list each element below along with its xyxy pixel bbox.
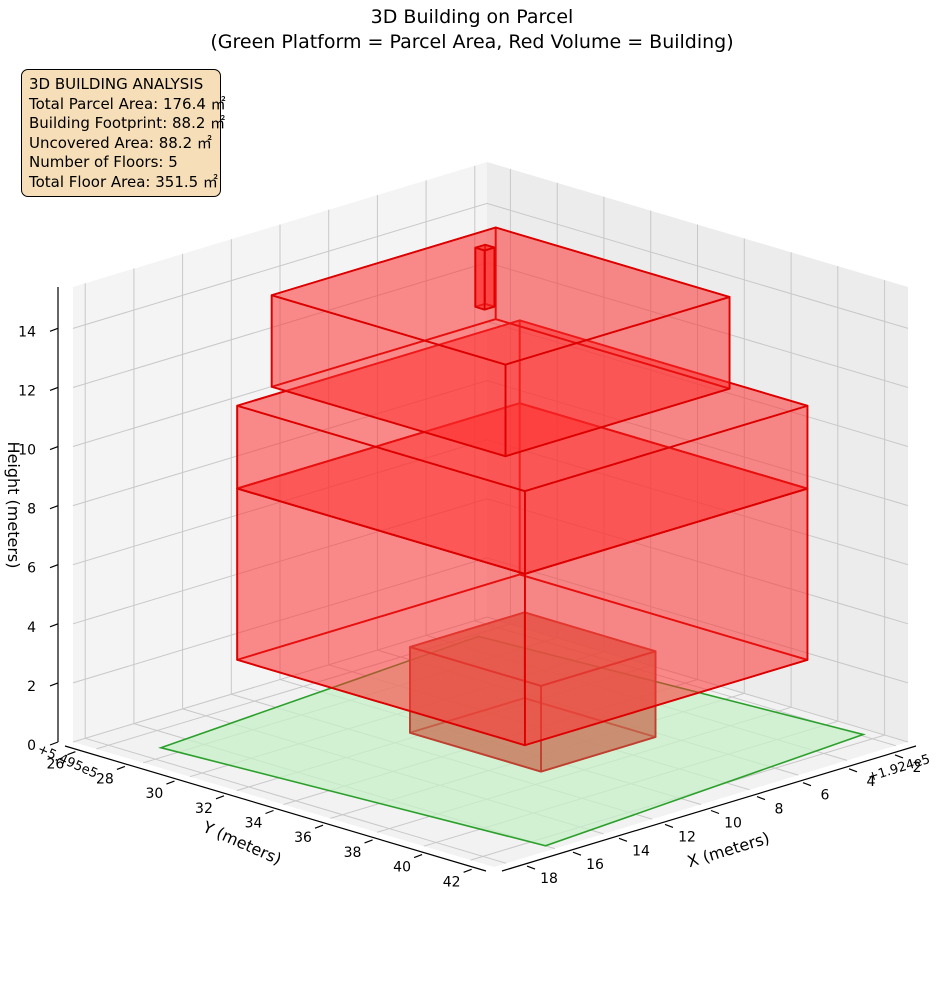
y-axis-line bbox=[64, 745, 487, 872]
x-tick-label: 14 bbox=[632, 843, 650, 859]
z-tick bbox=[49, 505, 59, 510]
y-tick bbox=[314, 824, 324, 829]
x-tick-label: 10 bbox=[724, 816, 742, 832]
info-line-uncovered: Uncovered Area: 88.2 ㎡ bbox=[29, 133, 212, 152]
grid-line-z bbox=[72, 380, 909, 507]
y-tick-label: 40 bbox=[393, 860, 411, 876]
y-tick bbox=[463, 868, 472, 873]
middle-floor-volume bbox=[236, 319, 809, 575]
y-tick-label: 32 bbox=[195, 801, 213, 817]
y-tick-label: 34 bbox=[245, 816, 263, 832]
z-tick bbox=[49, 445, 59, 451]
z-tick bbox=[49, 327, 59, 332]
z-tick bbox=[49, 741, 59, 746]
ground-floor-volume-face bbox=[409, 611, 657, 687]
z-tick bbox=[49, 386, 59, 392]
x-tick-label: 8 bbox=[775, 802, 784, 818]
x-tick-label: 16 bbox=[586, 857, 604, 873]
z-tick-label: 12 bbox=[18, 383, 36, 399]
z-tick bbox=[49, 682, 59, 687]
y-tick bbox=[364, 839, 373, 844]
roof-post-volume-face bbox=[483, 246, 496, 311]
grid-line-z bbox=[72, 498, 909, 625]
y-offset-label: +5.495e5 bbox=[35, 742, 100, 782]
x-tick bbox=[526, 865, 536, 870]
info-line-floor-area: Total Floor Area: 351.5 ㎡ bbox=[29, 172, 218, 191]
grid-line-z bbox=[72, 439, 909, 566]
building-shapes bbox=[158, 226, 866, 847]
z-tick bbox=[49, 623, 59, 628]
y-tick-label: 36 bbox=[294, 830, 312, 846]
grid-line-z bbox=[72, 557, 909, 684]
z-tick-label: 14 bbox=[18, 324, 36, 340]
y-tick-label: 30 bbox=[146, 786, 164, 802]
x-axis-line bbox=[501, 745, 917, 872]
info-line-floors: Number of Floors: 5 bbox=[29, 153, 178, 171]
x-axis-label: X (meters) bbox=[685, 828, 772, 871]
top-floor-volume-face bbox=[270, 226, 731, 366]
top-floor-volume bbox=[270, 226, 731, 458]
x-tick bbox=[618, 837, 628, 842]
analysis-info-box: 3D BUILDING ANALYSIS Total Parcel Area: … bbox=[21, 69, 226, 197]
x-tick bbox=[894, 754, 904, 759]
z-tick-label: 2 bbox=[27, 679, 36, 695]
middle-floor-volume-face bbox=[236, 319, 809, 493]
y-tick-label: 26 bbox=[46, 757, 64, 773]
z-tick-label: 8 bbox=[27, 502, 36, 518]
y-tick-label: 42 bbox=[443, 874, 461, 890]
x-tick bbox=[664, 823, 674, 828]
z-tick-label: 6 bbox=[27, 561, 36, 577]
roof-post-volume-face bbox=[474, 243, 496, 252]
y-axis-label: Y (meters) bbox=[199, 817, 284, 869]
z-tick-label: 4 bbox=[27, 620, 36, 636]
x-tick-label: 6 bbox=[821, 788, 830, 804]
z-tick-label: 10 bbox=[18, 443, 36, 459]
info-line-heading: 3D BUILDING ANALYSIS bbox=[29, 75, 204, 93]
z-tick bbox=[49, 564, 59, 569]
x-tick bbox=[802, 782, 812, 787]
y-tick bbox=[215, 795, 225, 800]
info-line-parcel-area: Total Parcel Area: 176.4 ㎡ bbox=[29, 94, 226, 113]
roof-post-volume bbox=[474, 243, 496, 311]
grid-line-z bbox=[72, 616, 909, 743]
x-tick bbox=[848, 768, 858, 773]
grid-line-z bbox=[72, 202, 909, 329]
y-tick bbox=[413, 854, 423, 859]
ground-floor-volume bbox=[409, 611, 657, 773]
x-tick-label: 18 bbox=[540, 871, 558, 887]
x-tick bbox=[572, 851, 582, 856]
info-line-footprint: Building Footprint: 88.2 ㎡ bbox=[29, 114, 226, 132]
x-tick-label: 2 bbox=[913, 760, 922, 776]
roof-post-volume-face bbox=[474, 246, 486, 311]
y-tick-label: 28 bbox=[96, 771, 114, 787]
z-axis-label: Height (meters) bbox=[4, 442, 23, 569]
y-tick bbox=[166, 780, 175, 785]
y-tick bbox=[116, 765, 126, 770]
y-tick bbox=[67, 751, 76, 756]
y-tick-label: 38 bbox=[344, 845, 362, 861]
x-tick bbox=[710, 809, 720, 815]
y-tick bbox=[265, 809, 274, 815]
z-tick-label: 0 bbox=[27, 738, 36, 754]
x-tick bbox=[756, 796, 766, 801]
chart-title: 3D Building on Parcel bbox=[370, 6, 574, 28]
chart-subtitle: (Green Platform = Parcel Area, Red Volum… bbox=[210, 31, 734, 53]
x-tick-label: 4 bbox=[867, 774, 876, 790]
x-tick-label: 12 bbox=[678, 829, 696, 845]
